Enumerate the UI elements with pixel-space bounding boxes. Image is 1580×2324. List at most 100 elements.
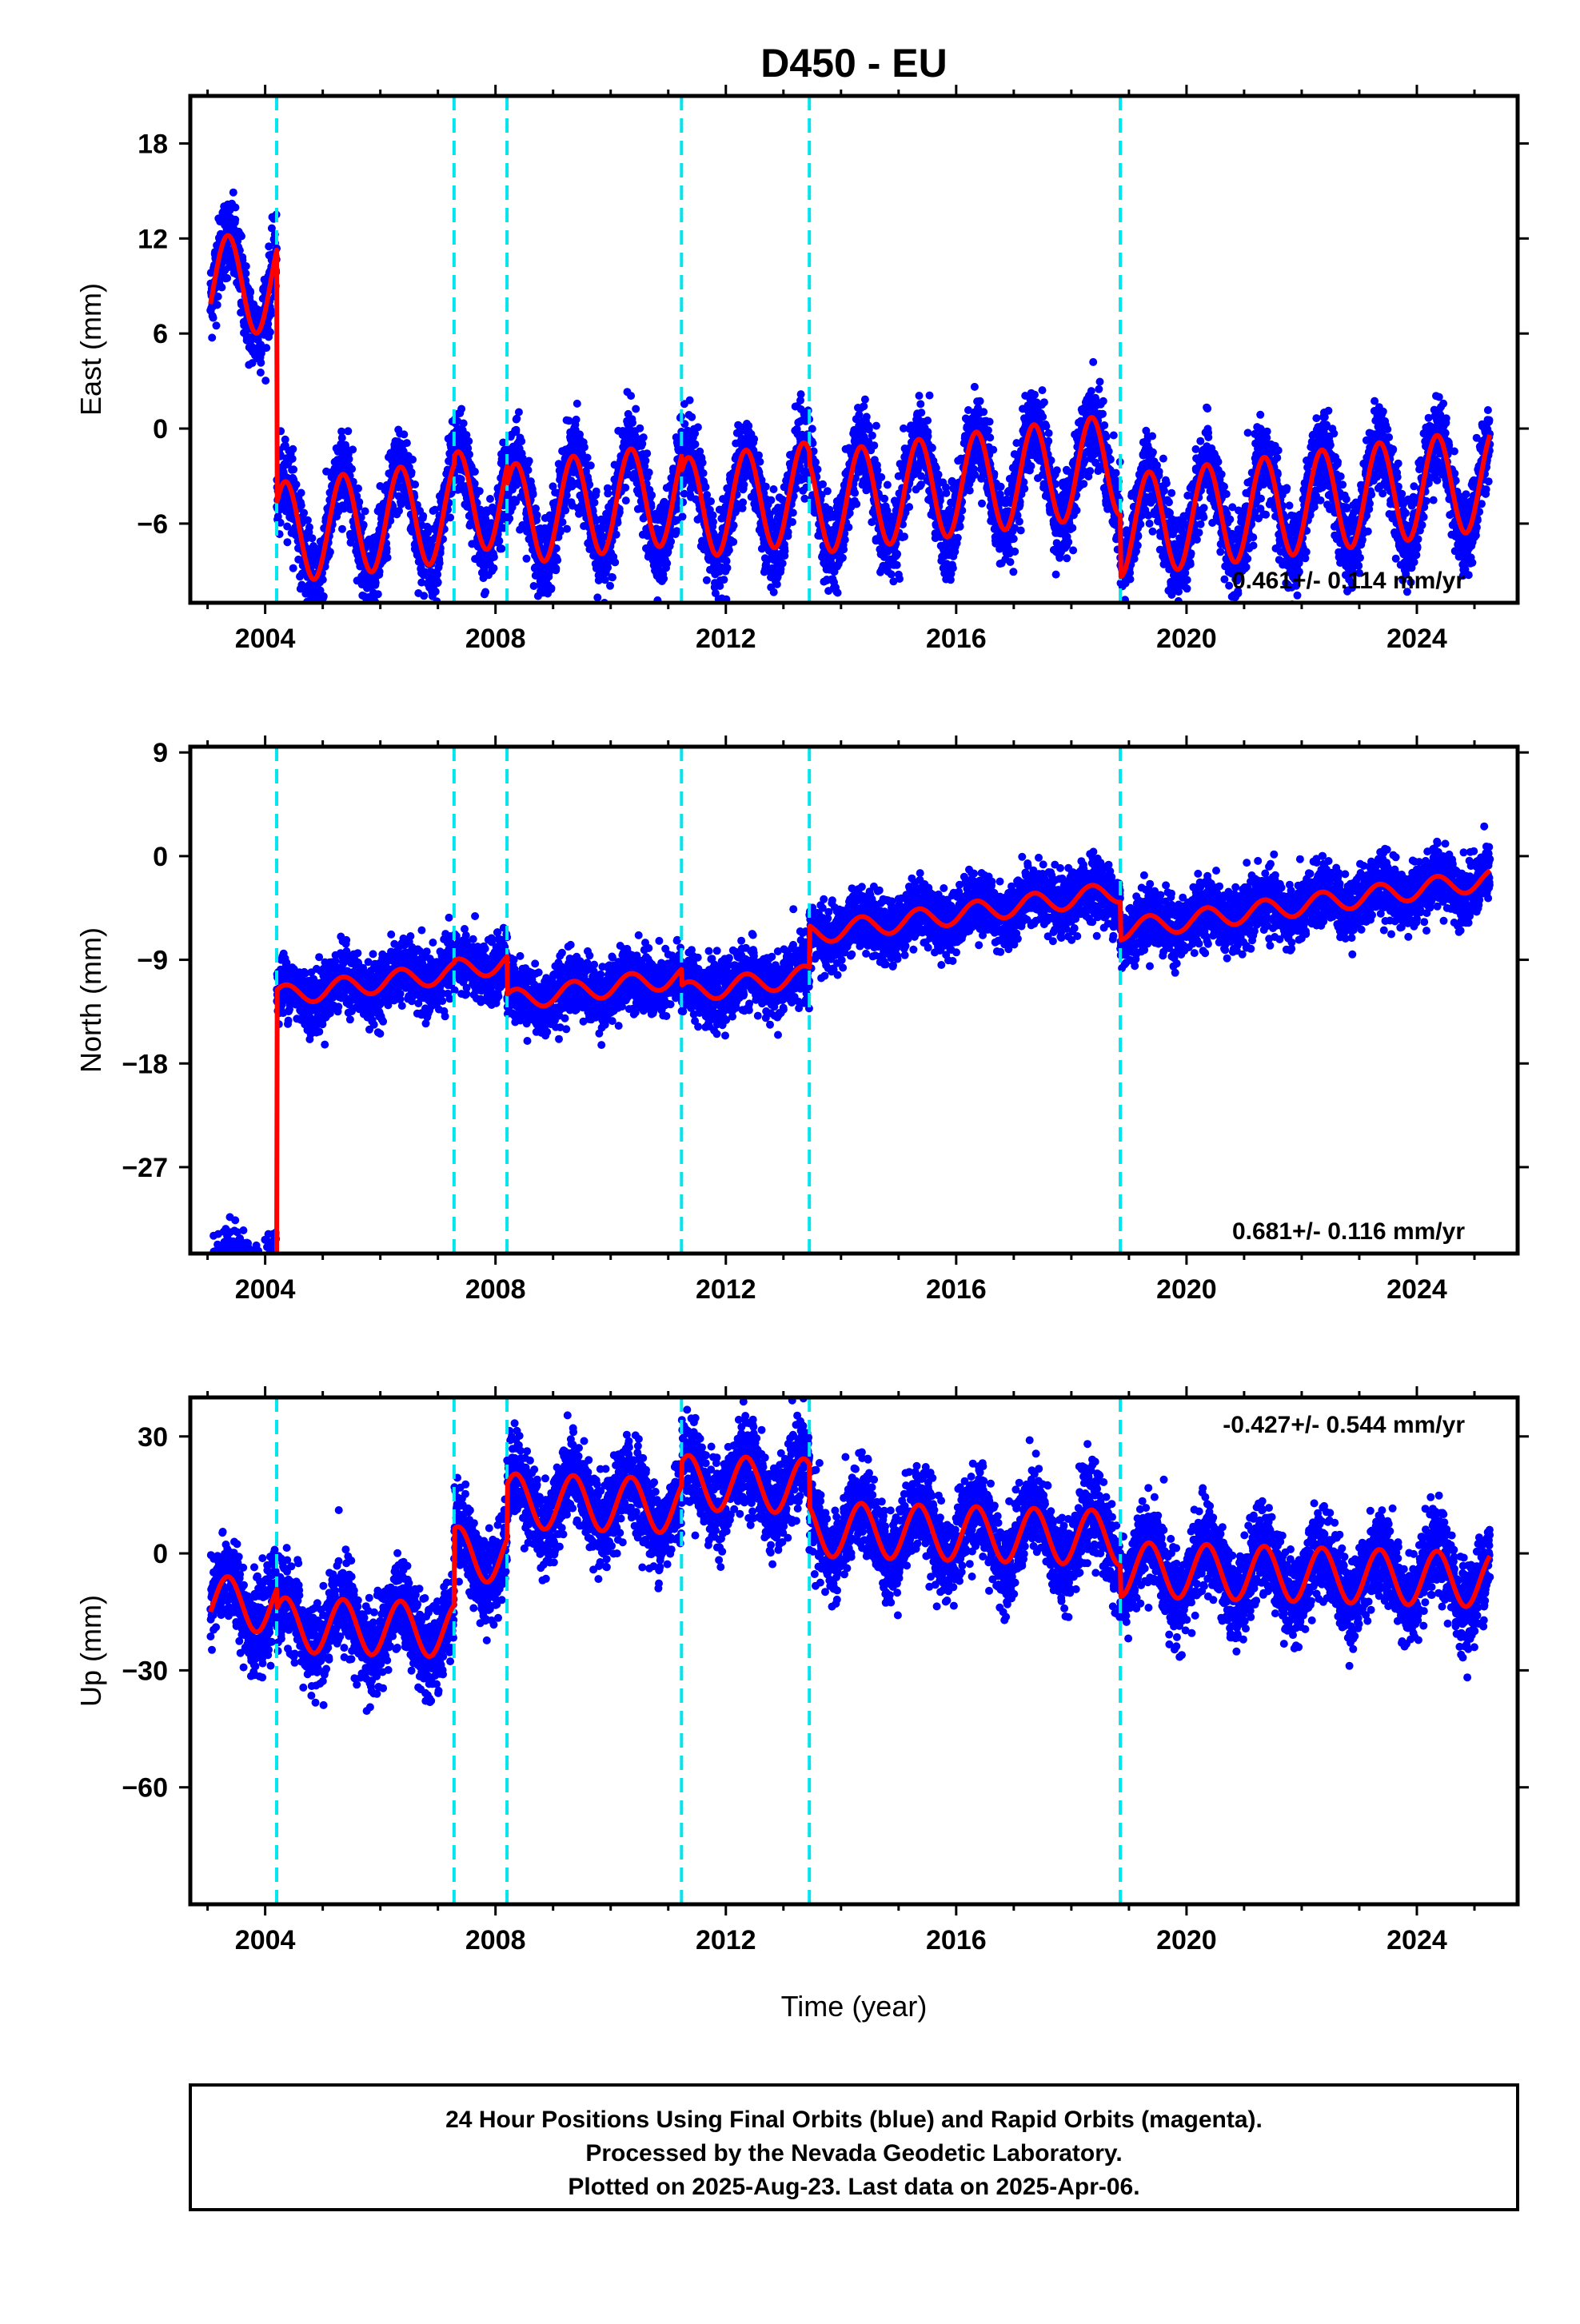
data-point-east-1847 [497, 544, 505, 552]
data-point-east-2046 [529, 490, 537, 498]
data-point-east-576 [297, 501, 305, 509]
data-point-east-4098 [852, 500, 860, 508]
data-point-east-2372 [581, 443, 589, 451]
data-point-east-2635 [622, 496, 630, 504]
data-point-east-3290 [725, 546, 733, 554]
data-point-east-2782 [645, 468, 653, 476]
data-point-east-523 [289, 445, 297, 453]
data-point-east-3317 [729, 538, 737, 546]
data-point-east-835 [338, 434, 346, 442]
data-point-east-2667 [627, 392, 635, 400]
data-point-east-318 [257, 369, 265, 377]
data-point-east-1453 [436, 559, 444, 567]
data-point-east-4087 [851, 489, 859, 497]
data-point-east-3556 [767, 496, 775, 504]
data-point-east-2921 [667, 537, 675, 545]
data-point-east-4198 [868, 432, 876, 440]
data-point-east-2447 [592, 488, 600, 496]
data-point-east-3608 [776, 607, 784, 615]
data-point-east-879 [345, 455, 353, 463]
data-point-east-836 [338, 525, 346, 533]
data-point-east-525 [289, 564, 297, 572]
data-point-east-575 [297, 489, 305, 497]
data-point-east-629 [305, 623, 313, 631]
data-point-east-2875 [660, 575, 668, 583]
data-point-east-3745 [797, 390, 805, 398]
data-point-east-1440 [433, 571, 441, 579]
data-point-east-1037 [370, 616, 378, 624]
data-point-east-3053 [688, 413, 696, 421]
data-point-east-937 [354, 484, 362, 492]
data-point-east-4495 [916, 392, 924, 400]
data-point-east-2261 [563, 525, 571, 533]
data-point-east-3040 [686, 397, 694, 405]
data-point-east-3572 [770, 485, 778, 493]
data-point-east-2391 [584, 454, 592, 462]
data-point-east-2994 [679, 512, 687, 520]
data-point-east-379 [266, 329, 274, 337]
data-point-east-2535 [606, 582, 614, 590]
data-point-east-1349 [419, 512, 427, 520]
data-point-east-4561 [926, 392, 934, 400]
data-point-east-3851 [814, 465, 822, 473]
data-point-east-4401 [900, 532, 908, 540]
data-point-east-3141 [702, 483, 710, 491]
data-point-east-3121 [699, 459, 707, 467]
data-point-east-3914 [824, 487, 832, 495]
data-point-east-2412 [587, 461, 595, 469]
data-point-east-4617 [935, 471, 943, 479]
data-point-east-3319 [730, 521, 738, 529]
data-point-east-72 [217, 284, 225, 292]
data-point-east-350 [261, 377, 269, 385]
data-point-east-1707 [476, 487, 484, 495]
data-point-east-4275 [880, 495, 888, 503]
data-point-east-2747 [640, 433, 648, 441]
data-point-east-4162 [863, 413, 871, 421]
data-point-east-2162 [548, 584, 556, 592]
data-point-east-658 [310, 616, 318, 624]
data-point-east-3092 [694, 423, 702, 431]
data-point-east-1939 [513, 426, 521, 434]
data-point-east-1063 [374, 590, 382, 598]
data-point-east-4048 [844, 524, 852, 532]
data-point-east-1774 [486, 495, 494, 503]
data-point-east-17 [209, 314, 217, 322]
data-point-east-639 [307, 611, 315, 619]
data-point-east-4551 [924, 433, 932, 440]
data-point-east-3189 [709, 518, 717, 526]
data-point-east-365 [264, 320, 272, 328]
data-point-east-617 [304, 516, 312, 524]
data-point-east-320 [257, 359, 265, 367]
data-point-east-48 [214, 293, 222, 301]
data-point-east-664 [311, 605, 319, 613]
data-point-east-4371 [896, 575, 904, 583]
data-point-east-4010 [839, 554, 847, 562]
data-point-east-3148 [703, 576, 711, 584]
data-point-east-2677 [628, 419, 636, 427]
data-point-east-2958 [672, 527, 680, 535]
data-point-east-2896 [663, 560, 671, 568]
data-point-east-3174 [707, 497, 715, 505]
data-point-east-4893 [978, 500, 986, 508]
data-point-east-1366 [422, 618, 430, 626]
data-point-east-3643 [781, 547, 789, 555]
data-point-east-4223 [872, 422, 880, 430]
data-point-east-520 [289, 455, 297, 463]
data-point-east-2320 [573, 416, 581, 424]
data-point-east-4667 [942, 489, 950, 497]
data-point-east-1973 [517, 437, 525, 445]
data-point-east-2252 [561, 506, 569, 514]
data-point-east-2698 [632, 405, 640, 413]
data-point-east-1275 [408, 468, 416, 476]
data-point-east-4740 [954, 534, 962, 542]
data-point-east-4231 [873, 466, 881, 474]
data-point-east-2326 [573, 400, 581, 408]
data-point-east-1123 [384, 554, 392, 562]
data-point-east-4945 [986, 433, 994, 441]
data-point-east-157 [231, 216, 239, 224]
data-point-east-4847 [971, 383, 979, 391]
data-point-east-1354 [420, 592, 428, 600]
data-point-east-3691 [788, 518, 796, 526]
data-point-east-3884 [819, 480, 827, 488]
